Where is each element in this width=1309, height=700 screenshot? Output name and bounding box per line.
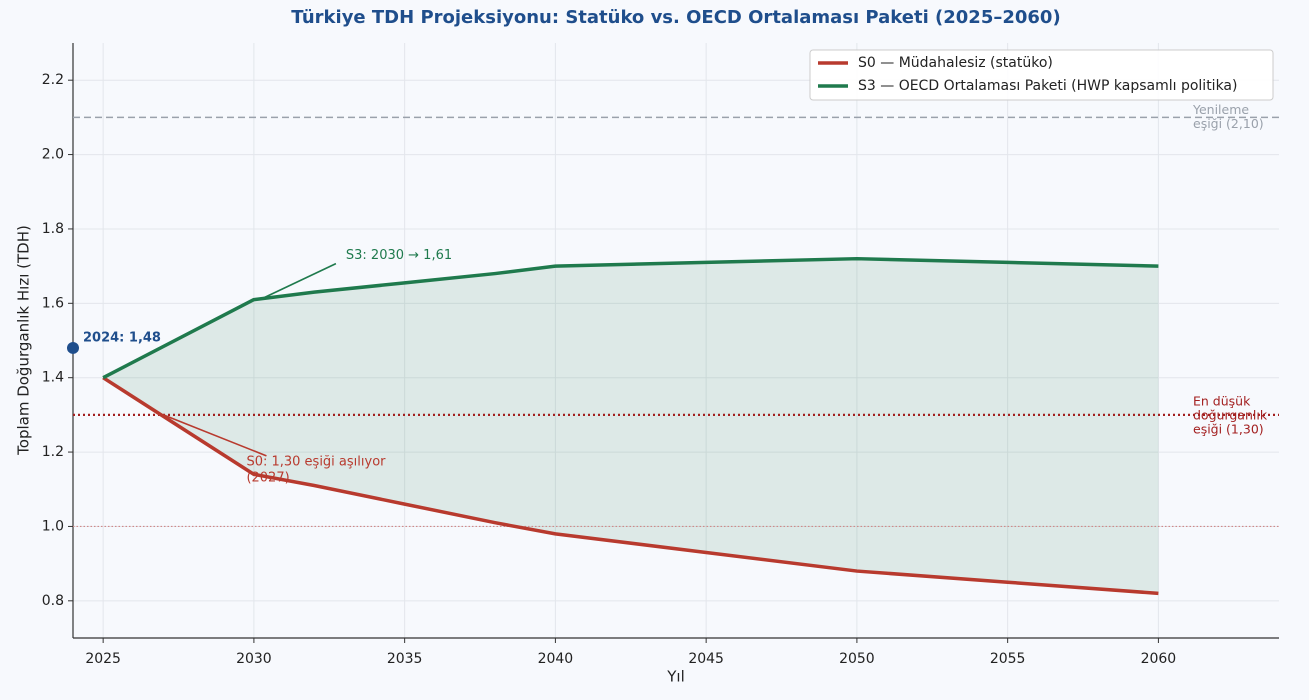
y-tick-label: 1.2 [42,444,64,460]
reference-label: doğurganlık [1193,407,1268,422]
reference-label: En düşük [1193,393,1251,408]
highlight-label: 2024: 1,48 [83,330,161,345]
series-line [102,256,1159,380]
x-tick-label: 2055 [990,651,1026,667]
band-fill [103,258,1159,594]
x-tick-label: 2035 [387,651,423,667]
reference-label: eşiği (2,10) [1193,116,1264,131]
reference-label: Yenileme [1192,102,1249,117]
legend-label: S0 — Müdahalesiz (statüko) [858,55,1053,71]
annotation-text: S0: 1,30 eşiği aşılıyor [246,454,386,469]
y-tick-label: 1.6 [42,295,64,311]
y-tick-label: 1.4 [42,370,64,386]
x-tick-label: 2030 [236,651,272,667]
y-axis-label: Toplam Doğurganlık Hızı (TDH) [15,225,33,456]
y-tick-label: 1.0 [42,518,64,534]
x-tick-label: 2040 [538,651,574,667]
x-tick-label: 2050 [839,651,875,667]
annotation-text: S3: 2030 → 1,61 [346,248,452,263]
y-tick-label: 1.8 [42,221,64,237]
chart-title: Türkiye TDH Projeksiyonu: Statüko vs. OE… [291,7,1060,28]
x-axis-label: Yıl [666,668,685,686]
reference-label: eşiği (1,30) [1193,421,1264,436]
annotation-arrow [259,262,337,301]
series-line [102,376,1159,596]
legend-label: S3 — OECD Ortalaması Paketi (HWP kapsaml… [858,78,1237,94]
annotation-arrow [163,414,267,457]
y-tick-label: 2.0 [42,147,64,163]
x-tick-label: 2025 [85,651,121,667]
x-tick-label: 2045 [688,651,724,667]
legend-box [809,49,1274,101]
y-tick-label: 2.2 [42,72,64,88]
y-tick-label: 0.8 [42,593,64,609]
highlight-point [67,341,79,354]
annotation-text: (2027) [246,470,289,485]
x-tick-label: 2060 [1141,651,1177,667]
